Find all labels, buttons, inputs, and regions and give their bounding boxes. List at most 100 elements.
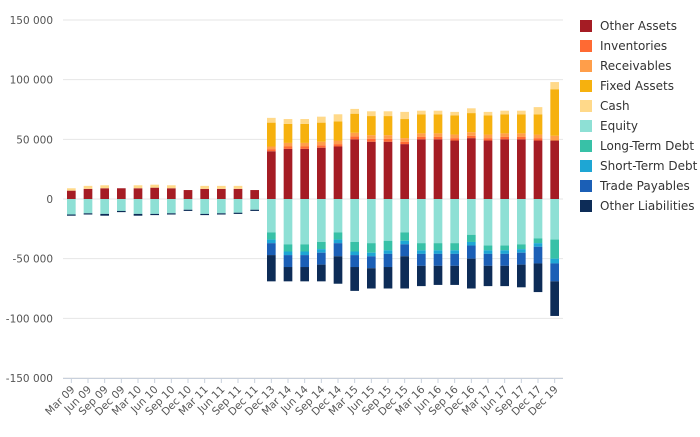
bar-segment bbox=[433, 243, 443, 251]
bar-segment bbox=[267, 146, 276, 150]
bar-segment bbox=[383, 138, 393, 142]
bar-segment bbox=[417, 114, 426, 134]
bar-segment bbox=[250, 199, 259, 210]
bar-segment bbox=[417, 136, 426, 140]
bar-segment bbox=[450, 140, 459, 199]
bar-segment bbox=[400, 144, 409, 199]
bar-segment bbox=[150, 199, 159, 214]
legend-item[interactable]: Inventories bbox=[580, 36, 698, 56]
legend-swatch bbox=[580, 180, 592, 192]
bar-segment bbox=[267, 149, 276, 152]
bar-segment bbox=[450, 115, 459, 135]
bar-segment bbox=[367, 243, 376, 253]
bar-segment bbox=[400, 232, 409, 241]
bar-segment bbox=[550, 199, 559, 240]
bar-segment bbox=[133, 199, 143, 214]
bar-segment bbox=[417, 243, 426, 251]
bar-segment bbox=[283, 255, 293, 268]
bar-segment bbox=[267, 117, 276, 123]
bar-segment bbox=[267, 199, 276, 233]
bar-segment bbox=[383, 116, 393, 136]
bar-segment bbox=[517, 133, 526, 137]
bar-segment bbox=[533, 263, 543, 293]
bar-segment bbox=[533, 138, 543, 141]
bar-segment bbox=[517, 139, 526, 199]
bar-segment bbox=[417, 199, 426, 244]
bar-segment bbox=[500, 133, 509, 137]
bar-segment bbox=[300, 267, 309, 282]
bar-segment bbox=[500, 250, 509, 254]
legend-item[interactable]: Fixed Assets bbox=[580, 76, 698, 96]
legend-item[interactable]: Other Liabilities bbox=[580, 196, 698, 216]
bar-segment bbox=[400, 111, 409, 120]
bars bbox=[67, 82, 559, 316]
legend-item[interactable]: Short-Term Debt bbox=[580, 156, 698, 176]
legend-swatch bbox=[580, 100, 592, 112]
bar-segment bbox=[433, 110, 443, 115]
bar-segment bbox=[450, 134, 459, 139]
bar-segment bbox=[150, 184, 159, 188]
bar-segment bbox=[367, 256, 376, 269]
bar-segment bbox=[100, 185, 109, 189]
legend-item[interactable]: Long-Term Debt bbox=[580, 136, 698, 156]
legend-item[interactable]: Cash bbox=[580, 96, 698, 116]
bar-segment bbox=[83, 185, 93, 189]
bar-segment bbox=[317, 116, 326, 123]
bar-segment bbox=[517, 249, 526, 253]
bar-segment bbox=[417, 110, 426, 115]
bar-segment bbox=[367, 252, 376, 257]
legend-label: Other Assets bbox=[600, 19, 677, 33]
bar-segment bbox=[350, 251, 359, 256]
legend-item[interactable]: Other Assets bbox=[580, 16, 698, 36]
bar-segment bbox=[467, 241, 476, 246]
bar-segment bbox=[533, 246, 543, 264]
bar-segment bbox=[533, 199, 543, 239]
legend-item[interactable]: Trade Payables bbox=[580, 176, 698, 196]
bar-segment bbox=[500, 199, 509, 246]
bar-segment bbox=[250, 190, 259, 199]
legend-item[interactable]: Equity bbox=[580, 116, 698, 136]
bar-segment bbox=[417, 253, 426, 266]
bar-segment bbox=[450, 199, 459, 244]
y-tick-label: 0 bbox=[46, 194, 53, 206]
bar-segment bbox=[400, 141, 409, 145]
bar-segment bbox=[300, 244, 309, 252]
bar-segment bbox=[333, 199, 343, 233]
bar-segment bbox=[433, 139, 443, 199]
bar-segment bbox=[400, 240, 409, 245]
bar-segment bbox=[550, 281, 559, 316]
bar-segment bbox=[267, 122, 276, 147]
bar-segment bbox=[300, 199, 309, 245]
bar-segment bbox=[500, 139, 509, 199]
legend-item[interactable]: Receivables bbox=[580, 56, 698, 76]
bar-segment bbox=[533, 140, 543, 199]
bar-segment bbox=[550, 89, 559, 136]
bar-segment bbox=[533, 134, 543, 139]
bar-segment bbox=[533, 114, 543, 135]
bar-segment bbox=[283, 199, 293, 245]
bar-segment bbox=[283, 267, 293, 282]
legend-swatch bbox=[580, 160, 592, 172]
bar-segment bbox=[450, 250, 459, 254]
bar-segment bbox=[467, 108, 476, 114]
bar-segment bbox=[467, 199, 476, 235]
legend-label: Equity bbox=[600, 119, 638, 133]
bar-segment bbox=[483, 115, 493, 135]
bar-segment bbox=[383, 250, 393, 254]
bar-segment bbox=[517, 252, 526, 265]
bar-segment bbox=[517, 110, 526, 115]
bar-segment bbox=[100, 199, 109, 214]
bar-segment bbox=[550, 140, 559, 199]
bar-segment bbox=[417, 265, 426, 287]
bar-segment bbox=[267, 243, 276, 256]
bar-segment bbox=[250, 209, 259, 211]
bar-segment bbox=[450, 243, 459, 251]
bar-segment bbox=[233, 185, 243, 189]
y-tick-label: 150 000 bbox=[10, 15, 53, 27]
bar-segment bbox=[233, 212, 243, 214]
bar-segment bbox=[200, 213, 209, 216]
bar-segment bbox=[67, 214, 76, 216]
legend: Other Assets Inventories Receivables Fixed … bbox=[580, 16, 698, 216]
bar-segment bbox=[350, 199, 359, 242]
bar-segment bbox=[417, 133, 426, 137]
